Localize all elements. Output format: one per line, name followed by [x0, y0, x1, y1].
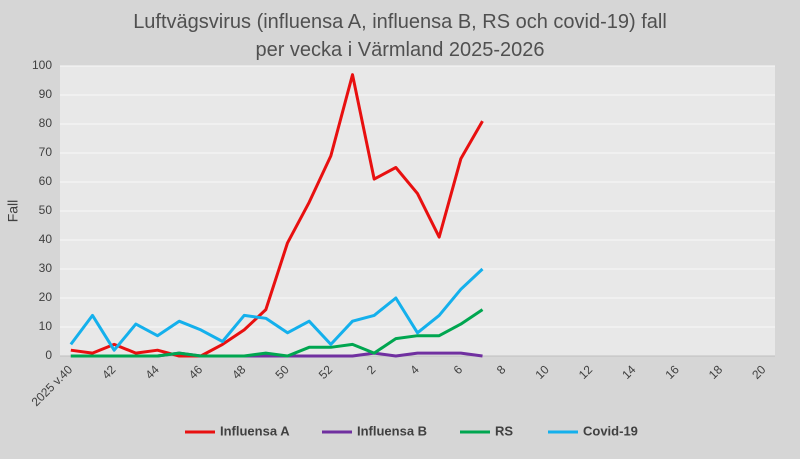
y-tick-label: 30: [39, 261, 53, 275]
series-line: [70, 73, 484, 358]
x-tick-label: 2025 v.40: [29, 362, 76, 409]
x-tick-label: 10: [533, 362, 553, 382]
y-tick-label: 90: [39, 87, 53, 101]
y-tick-label: 80: [39, 116, 53, 130]
x-tick-label: 46: [186, 362, 206, 382]
y-tick-label: 10: [39, 319, 53, 333]
x-tick-label: 44: [143, 362, 163, 382]
x-tick-label: 4: [407, 362, 422, 377]
series-line: [70, 308, 484, 358]
x-tick-label: 2: [364, 362, 379, 377]
y-tick-label: 60: [39, 174, 53, 188]
legend-label: Covid-19: [583, 423, 638, 438]
x-tick-label: 48: [229, 362, 249, 382]
x-tick-label: 6: [451, 362, 466, 377]
x-tick-label: 52: [316, 362, 336, 382]
y-axis-label: Fall: [5, 200, 21, 223]
x-tick-label: 50: [273, 362, 293, 382]
x-tick-label: 8: [494, 362, 509, 377]
y-tick-label: 40: [39, 232, 53, 246]
y-tick-label: 100: [32, 58, 52, 72]
series-line: [69, 267, 484, 352]
chart-title: Luftvägsvirus (influensa A, influensa B,…: [133, 11, 667, 61]
y-tick-label: 50: [39, 203, 53, 217]
x-tick-label: 14: [619, 362, 639, 382]
x-tick-label: 20: [749, 362, 769, 382]
x-tick-label: 12: [576, 362, 596, 382]
legend-label: Influensa B: [357, 423, 427, 438]
legend-label: Influensa A: [220, 423, 290, 438]
x-tick-label: 16: [663, 362, 683, 382]
y-tick-label: 70: [39, 145, 53, 159]
y-tick-label: 20: [39, 290, 53, 304]
x-tick-label: 42: [99, 362, 119, 382]
x-tick-label: 18: [706, 362, 726, 382]
legend-label: RS: [495, 423, 513, 438]
y-tick-label: 0: [45, 348, 52, 362]
